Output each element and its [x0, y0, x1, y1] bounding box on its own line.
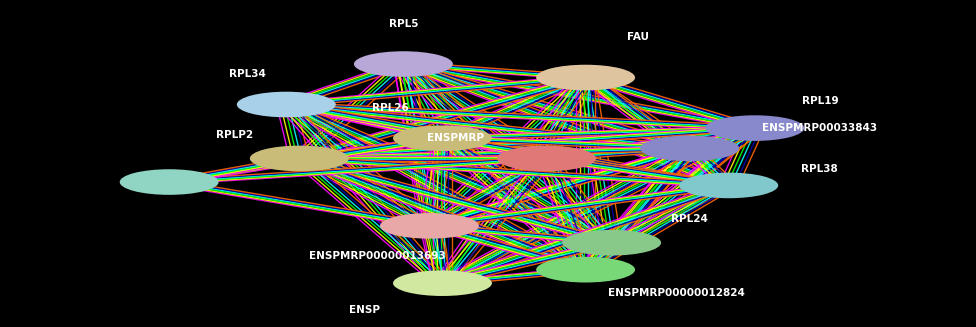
Circle shape — [393, 270, 492, 296]
Circle shape — [562, 230, 661, 255]
Text: ENSPMRP00033843: ENSPMRP00033843 — [762, 123, 877, 133]
Text: ENSPMRP00000012824: ENSPMRP00000012824 — [608, 288, 745, 298]
Circle shape — [237, 92, 336, 117]
Circle shape — [380, 213, 479, 239]
Circle shape — [393, 126, 492, 151]
Text: RPL5: RPL5 — [388, 19, 418, 28]
Text: ENSPMRP: ENSPMRP — [427, 133, 484, 143]
Circle shape — [640, 135, 739, 161]
Text: RPL24: RPL24 — [671, 214, 709, 224]
Text: ENSP: ENSP — [348, 305, 380, 315]
Circle shape — [706, 115, 804, 141]
Circle shape — [497, 146, 596, 171]
Circle shape — [120, 169, 219, 195]
Text: ENSPMRP00000013693: ENSPMRP00000013693 — [309, 251, 446, 261]
Text: RPL38: RPL38 — [801, 164, 838, 174]
Text: RPL19: RPL19 — [801, 96, 838, 106]
Circle shape — [354, 51, 453, 77]
Text: RPLP2: RPLP2 — [216, 130, 253, 140]
Circle shape — [536, 257, 635, 283]
Text: FAU: FAU — [627, 32, 649, 42]
Circle shape — [679, 173, 778, 198]
Text: RPL34: RPL34 — [228, 69, 265, 79]
Text: RPL26: RPL26 — [372, 103, 409, 113]
Circle shape — [250, 146, 348, 171]
Circle shape — [536, 65, 635, 90]
